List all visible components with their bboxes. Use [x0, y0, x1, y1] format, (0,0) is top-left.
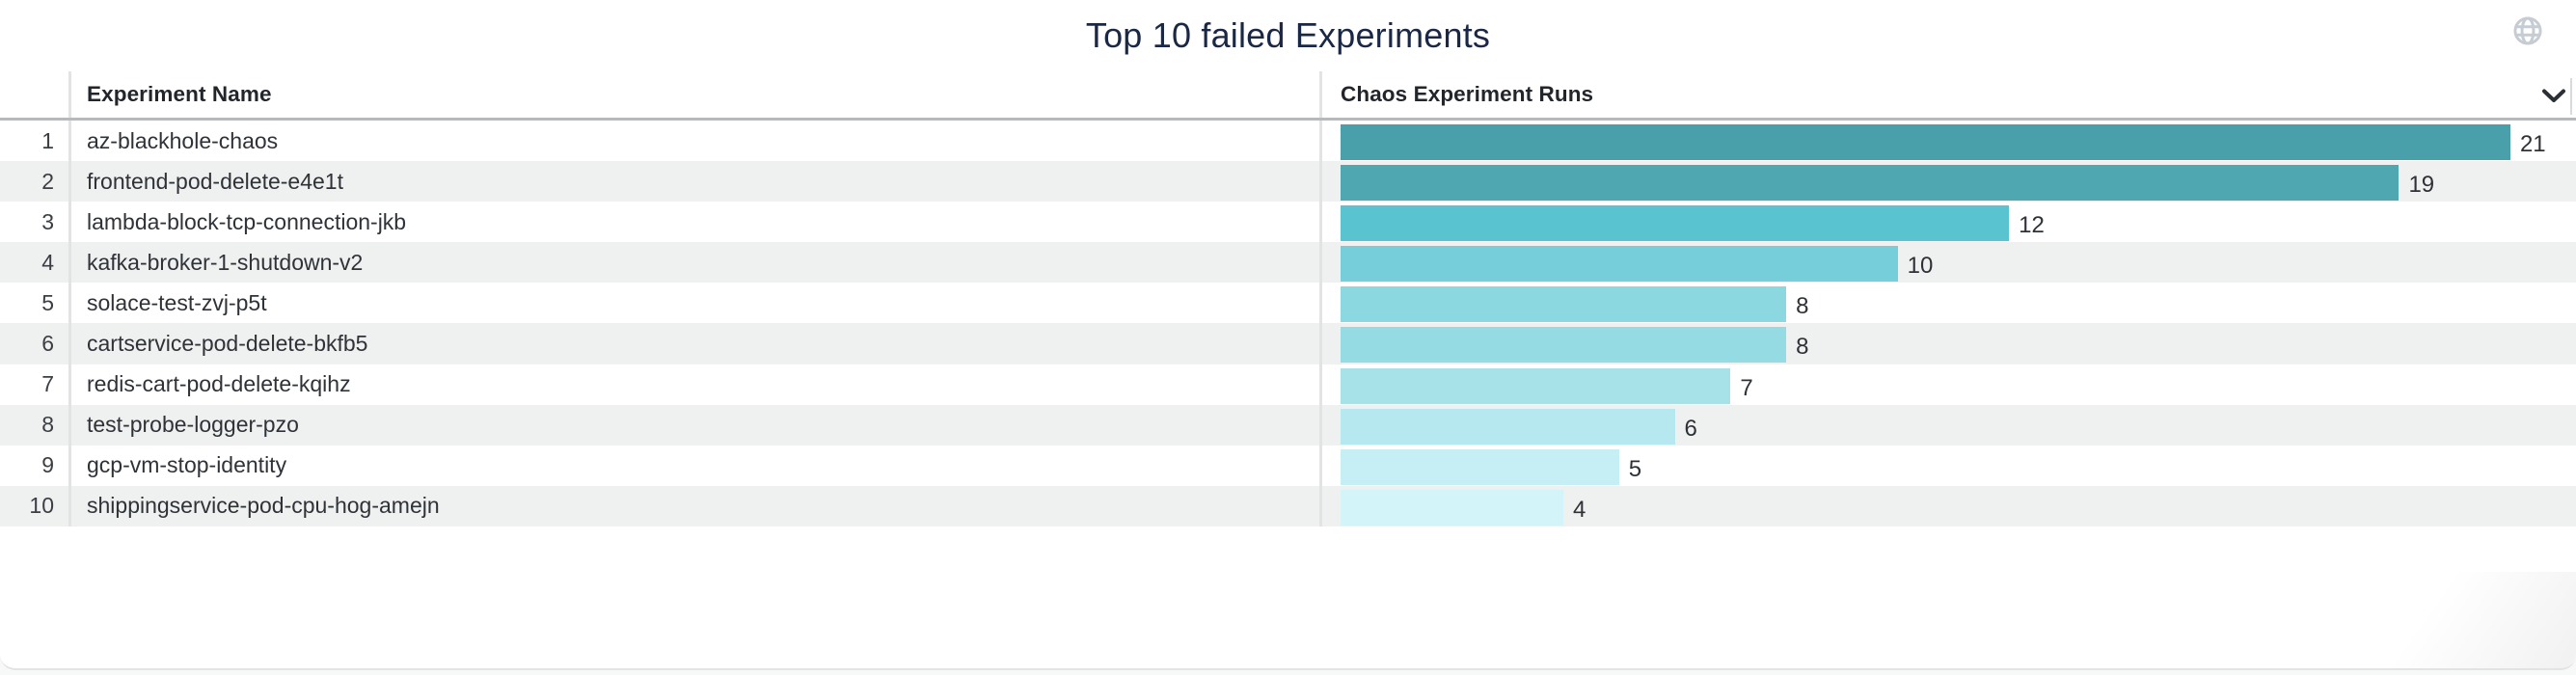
- table-row[interactable]: 3 lambda-block-tcp-connection-jkb 12: [0, 202, 2576, 243]
- bar[interactable]: [1341, 367, 1731, 404]
- bar-value-label: 7: [1740, 374, 1753, 401]
- bar[interactable]: [1341, 327, 1787, 364]
- rank-cell: 9: [0, 445, 71, 486]
- runs-bar-cell: 6: [1322, 405, 2576, 446]
- rank-cell: 3: [0, 202, 71, 243]
- bar[interactable]: [1341, 286, 1787, 323]
- table-row[interactable]: 4 kafka-broker-1-shutdown-v2 10: [0, 242, 2576, 284]
- table-row[interactable]: 10 shippingservice-pod-cpu-hog-amejn 4: [0, 485, 2576, 526]
- globe-icon: [2511, 14, 2544, 47]
- table-header-row: Experiment Name Chaos Experiment Runs: [0, 71, 2576, 121]
- runs-bar-cell: 10: [1322, 242, 2576, 283]
- bar-value-label: 19: [2408, 172, 2435, 199]
- bar-value-label: 8: [1796, 293, 1809, 320]
- bar[interactable]: [1341, 448, 1619, 485]
- runs-column-header[interactable]: Chaos Experiment Runs: [1322, 71, 2576, 118]
- runs-bar-cell: 19: [1322, 161, 2576, 202]
- bar[interactable]: [1341, 408, 1675, 445]
- runs-bar-cell: 8: [1322, 323, 2576, 364]
- bar-value-label: 12: [2019, 212, 2045, 239]
- rank-cell: 2: [0, 161, 71, 202]
- experiment-name-header-label: Experiment Name: [87, 82, 272, 106]
- table-row[interactable]: 7 redis-cart-pod-delete-kqihz 7: [0, 364, 2576, 405]
- experiment-name-cell[interactable]: cartservice-pod-delete-bkfb5: [71, 323, 1322, 364]
- runs-bar-cell: 8: [1322, 283, 2576, 323]
- rank-cell: 8: [0, 404, 71, 446]
- page-title: Top 10 failed Experiments: [1085, 15, 1491, 55]
- table-row[interactable]: 6 cartservice-pod-delete-bkfb5 8: [0, 323, 2576, 364]
- experiment-name-cell[interactable]: test-probe-logger-pzo: [71, 404, 1322, 446]
- experiment-name-cell[interactable]: lambda-block-tcp-connection-jkb: [71, 202, 1322, 243]
- runs-bar-cell: 4: [1322, 486, 2576, 526]
- rank-cell: 6: [0, 323, 71, 364]
- rank-cell: 4: [0, 242, 71, 284]
- rank-cell: 7: [0, 364, 71, 405]
- bar[interactable]: [1341, 489, 1564, 526]
- runs-bar-cell: 21: [1322, 121, 2576, 161]
- table-rows: 1 az-blackhole-chaos 21 2 frontend-pod-delet…: [0, 121, 2576, 526]
- bar-value-label: 21: [2519, 131, 2546, 157]
- bar-value-label: 6: [1684, 415, 1697, 442]
- runs-bar-cell: 12: [1322, 202, 2576, 242]
- column-divider: [2570, 78, 2572, 115]
- table-row[interactable]: 8 test-probe-logger-pzo 6: [0, 404, 2576, 446]
- table-row[interactable]: 5 solace-test-zvj-p5t 8: [0, 283, 2576, 324]
- bar-value-label: 10: [1907, 253, 1934, 280]
- bar-value-label: 8: [1796, 334, 1809, 361]
- experiment-name-cell[interactable]: solace-test-zvj-p5t: [71, 283, 1322, 324]
- widget-title-bar: Top 10 failed Experiments: [0, 0, 2576, 71]
- bar-value-label: 4: [1573, 496, 1586, 523]
- runs-bar-cell: 5: [1322, 446, 2576, 486]
- experiment-name-cell[interactable]: az-blackhole-chaos: [71, 121, 1322, 162]
- rank-cell: 10: [0, 485, 71, 526]
- experiment-name-cell[interactable]: frontend-pod-delete-e4e1t: [71, 161, 1322, 202]
- experiment-name-cell[interactable]: gcp-vm-stop-identity: [71, 445, 1322, 486]
- runs-bar-cell: 7: [1322, 364, 2576, 405]
- rank-cell: 5: [0, 283, 71, 324]
- runs-header-label: Chaos Experiment Runs: [1341, 82, 1594, 106]
- experiment-name-cell[interactable]: redis-cart-pod-delete-kqihz: [71, 364, 1322, 405]
- rank-cell: 1: [0, 121, 71, 162]
- experiment-name-cell[interactable]: kafka-broker-1-shutdown-v2: [71, 242, 1322, 284]
- bar[interactable]: [1341, 165, 2400, 202]
- experiment-name-column-header[interactable]: Experiment Name: [71, 71, 1322, 118]
- experiment-name-cell[interactable]: shippingservice-pod-cpu-hog-amejn: [71, 485, 1322, 526]
- rank-column-header: [0, 71, 71, 118]
- bar[interactable]: [1341, 124, 2510, 160]
- table-row[interactable]: 1 az-blackhole-chaos 21: [0, 121, 2576, 162]
- chevron-down-icon[interactable]: [2539, 87, 2568, 106]
- bar[interactable]: [1341, 205, 2010, 242]
- table-row[interactable]: 9 gcp-vm-stop-identity 5: [0, 445, 2576, 486]
- corner-shadow: [2296, 572, 2576, 668]
- bar-value-label: 5: [1628, 455, 1642, 482]
- table-row[interactable]: 2 frontend-pod-delete-e4e1t 19: [0, 161, 2576, 202]
- bar[interactable]: [1341, 246, 1898, 283]
